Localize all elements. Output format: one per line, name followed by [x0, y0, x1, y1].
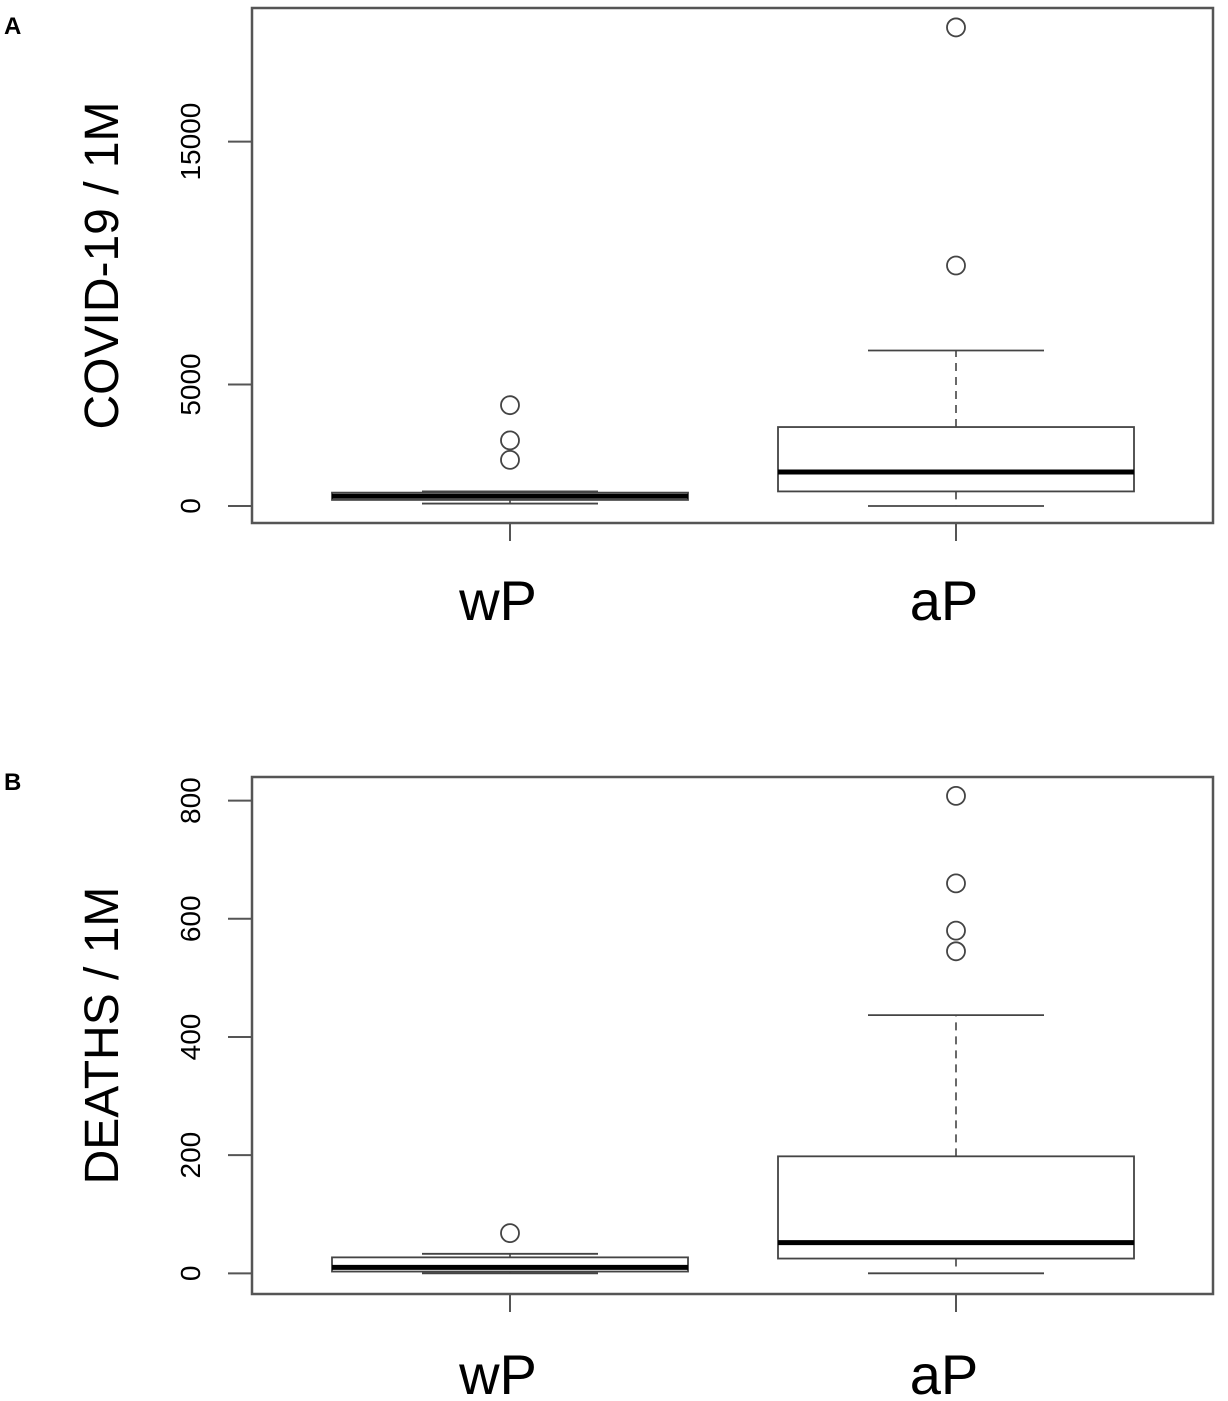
- outlier-point: [946, 941, 966, 962]
- boxes-b: [331, 786, 1135, 1275]
- y-axis-title-b: DEATHS / 1M: [76, 887, 129, 1185]
- x-category-label: aP: [910, 569, 979, 632]
- y-axis-a: 0 5000 15000: [175, 103, 252, 514]
- y-tick-label: 800: [175, 777, 206, 824]
- x-category-label: wP: [458, 1343, 537, 1401]
- y-axis-b: 0 200 400 600 800: [175, 777, 252, 1281]
- box-aP: [777, 786, 1135, 1275]
- y-tick-label: 400: [175, 1014, 206, 1061]
- y-tick-label: 200: [175, 1132, 206, 1179]
- box-wP: [331, 395, 689, 505]
- x-category-label: wP: [458, 569, 537, 632]
- x-category-label: aP: [910, 1343, 979, 1401]
- box-aP: [777, 17, 1135, 507]
- y-tick-label: 600: [175, 895, 206, 942]
- outlier-point: [500, 395, 520, 416]
- outlier-point: [500, 430, 520, 451]
- panel-b: B 0 200 400 600 800 wP aP DEATHS / 1M: [4, 769, 1215, 1401]
- y-tick-label: 0: [175, 1266, 206, 1282]
- outlier-point: [946, 920, 966, 941]
- y-tick-label: 5000: [175, 353, 206, 415]
- x-axis-b: wP aP: [458, 1294, 978, 1401]
- outlier-point: [500, 449, 520, 470]
- outlier-point: [500, 1223, 520, 1244]
- plot-frame-a: [250, 6, 1215, 525]
- panel-letter-b: B: [4, 769, 21, 796]
- outlier-point: [946, 255, 966, 276]
- plot-frame-b: [250, 775, 1215, 1296]
- outlier-point: [946, 873, 966, 894]
- box-wP: [331, 1223, 689, 1275]
- boxes-a: [331, 17, 1135, 507]
- outlier-point: [946, 786, 966, 806]
- panel-a: A 0 5000 15000 wP aP COVID-19 / 1M: [4, 6, 1215, 632]
- x-axis-a: wP aP: [458, 523, 978, 632]
- y-axis-title-a: COVID-19 / 1M: [76, 101, 129, 429]
- iqr-box: [777, 426, 1135, 493]
- y-tick-label: 0: [175, 498, 206, 514]
- outlier-point: [946, 17, 966, 38]
- y-tick-label: 15000: [175, 103, 206, 181]
- panel-letter-a: A: [4, 13, 21, 40]
